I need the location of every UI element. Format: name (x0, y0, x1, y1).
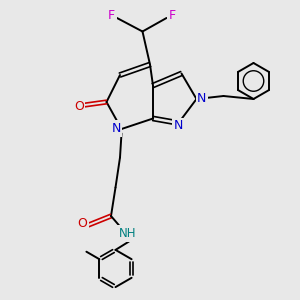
Text: N: N (174, 119, 183, 133)
Text: F: F (108, 9, 115, 22)
Text: N: N (197, 92, 207, 106)
Text: N: N (111, 122, 121, 135)
Text: O: O (74, 100, 84, 113)
Text: NH: NH (119, 227, 136, 240)
Text: F: F (168, 9, 175, 22)
Text: O: O (78, 217, 87, 230)
